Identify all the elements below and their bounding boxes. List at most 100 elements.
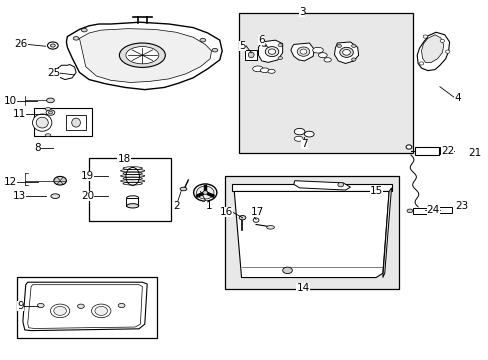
Bar bbox=[224, 176, 398, 289]
Text: 21: 21 bbox=[467, 148, 480, 158]
Polygon shape bbox=[57, 64, 76, 80]
Ellipse shape bbox=[126, 204, 139, 208]
Text: 13: 13 bbox=[13, 191, 26, 201]
Ellipse shape bbox=[51, 194, 60, 198]
Ellipse shape bbox=[312, 47, 323, 53]
Ellipse shape bbox=[95, 306, 107, 315]
Ellipse shape bbox=[81, 28, 87, 32]
Ellipse shape bbox=[91, 304, 111, 318]
Ellipse shape bbox=[324, 58, 331, 62]
Ellipse shape bbox=[282, 267, 292, 274]
Ellipse shape bbox=[126, 196, 139, 200]
Polygon shape bbox=[80, 29, 211, 82]
Bar bbox=[66, 116, 85, 130]
Ellipse shape bbox=[336, 44, 341, 48]
Ellipse shape bbox=[203, 191, 207, 194]
Text: 5: 5 bbox=[239, 41, 245, 50]
Ellipse shape bbox=[119, 43, 165, 67]
Text: 17: 17 bbox=[251, 207, 264, 217]
Polygon shape bbox=[293, 181, 350, 190]
Ellipse shape bbox=[47, 42, 58, 49]
Polygon shape bbox=[28, 285, 142, 328]
Text: 24: 24 bbox=[426, 206, 439, 216]
Ellipse shape bbox=[50, 44, 55, 47]
Ellipse shape bbox=[253, 218, 259, 222]
Ellipse shape bbox=[252, 66, 263, 72]
Polygon shape bbox=[334, 42, 358, 63]
Bar bbox=[239, 13, 412, 153]
Ellipse shape bbox=[193, 184, 217, 201]
Text: 20: 20 bbox=[81, 191, 94, 201]
Ellipse shape bbox=[339, 47, 353, 57]
Ellipse shape bbox=[297, 47, 309, 56]
Text: 8: 8 bbox=[34, 143, 41, 153]
Bar bbox=[244, 50, 257, 60]
Bar bbox=[439, 147, 451, 154]
Ellipse shape bbox=[196, 186, 214, 199]
Ellipse shape bbox=[33, 114, 52, 131]
Ellipse shape bbox=[37, 303, 44, 308]
Ellipse shape bbox=[248, 52, 254, 58]
Bar bbox=[414, 147, 438, 155]
Bar bbox=[126, 198, 138, 206]
Polygon shape bbox=[234, 192, 388, 278]
Ellipse shape bbox=[45, 108, 51, 111]
Text: 22: 22 bbox=[440, 146, 453, 156]
Ellipse shape bbox=[200, 39, 205, 42]
Text: 15: 15 bbox=[369, 186, 382, 196]
Ellipse shape bbox=[406, 209, 412, 213]
Bar bbox=[412, 208, 431, 214]
Polygon shape bbox=[258, 40, 282, 62]
Text: 11: 11 bbox=[13, 109, 26, 119]
Ellipse shape bbox=[405, 145, 411, 149]
Polygon shape bbox=[416, 32, 448, 71]
Bar bbox=[34, 108, 91, 136]
Bar bbox=[231, 184, 391, 192]
Ellipse shape bbox=[419, 62, 423, 65]
Ellipse shape bbox=[423, 35, 427, 38]
Text: 23: 23 bbox=[455, 201, 468, 211]
Ellipse shape bbox=[318, 53, 326, 58]
Ellipse shape bbox=[337, 183, 343, 187]
Ellipse shape bbox=[46, 110, 55, 115]
Ellipse shape bbox=[267, 69, 275, 73]
Ellipse shape bbox=[54, 176, 66, 185]
Ellipse shape bbox=[180, 187, 186, 191]
Text: 12: 12 bbox=[3, 177, 17, 187]
Text: 6: 6 bbox=[258, 35, 264, 45]
Ellipse shape bbox=[72, 118, 80, 127]
Polygon shape bbox=[421, 35, 443, 62]
Ellipse shape bbox=[50, 304, 70, 318]
Text: 1: 1 bbox=[205, 201, 211, 211]
Text: 18: 18 bbox=[117, 154, 130, 164]
Ellipse shape bbox=[294, 136, 303, 141]
Ellipse shape bbox=[54, 306, 66, 315]
Bar bbox=[89, 158, 171, 221]
Ellipse shape bbox=[78, 304, 84, 309]
Ellipse shape bbox=[260, 68, 268, 73]
Polygon shape bbox=[66, 22, 222, 90]
Text: 25: 25 bbox=[47, 68, 60, 78]
Text: 2: 2 bbox=[173, 201, 179, 211]
Text: 26: 26 bbox=[15, 40, 28, 49]
Polygon shape bbox=[23, 282, 147, 330]
Text: 4: 4 bbox=[453, 93, 460, 103]
Ellipse shape bbox=[342, 49, 350, 55]
Text: 3: 3 bbox=[298, 7, 305, 17]
Ellipse shape bbox=[300, 49, 306, 54]
Ellipse shape bbox=[294, 129, 305, 135]
Ellipse shape bbox=[45, 134, 51, 136]
Ellipse shape bbox=[439, 39, 444, 42]
Ellipse shape bbox=[48, 111, 53, 114]
Text: 10: 10 bbox=[3, 96, 17, 106]
Ellipse shape bbox=[278, 44, 282, 47]
Ellipse shape bbox=[351, 44, 355, 48]
Bar bbox=[17, 277, 157, 338]
Text: 9: 9 bbox=[17, 301, 24, 311]
Ellipse shape bbox=[304, 131, 313, 137]
Ellipse shape bbox=[125, 46, 159, 64]
Ellipse shape bbox=[46, 98, 54, 103]
Ellipse shape bbox=[262, 44, 266, 47]
Polygon shape bbox=[382, 188, 391, 278]
Bar bbox=[437, 207, 450, 213]
